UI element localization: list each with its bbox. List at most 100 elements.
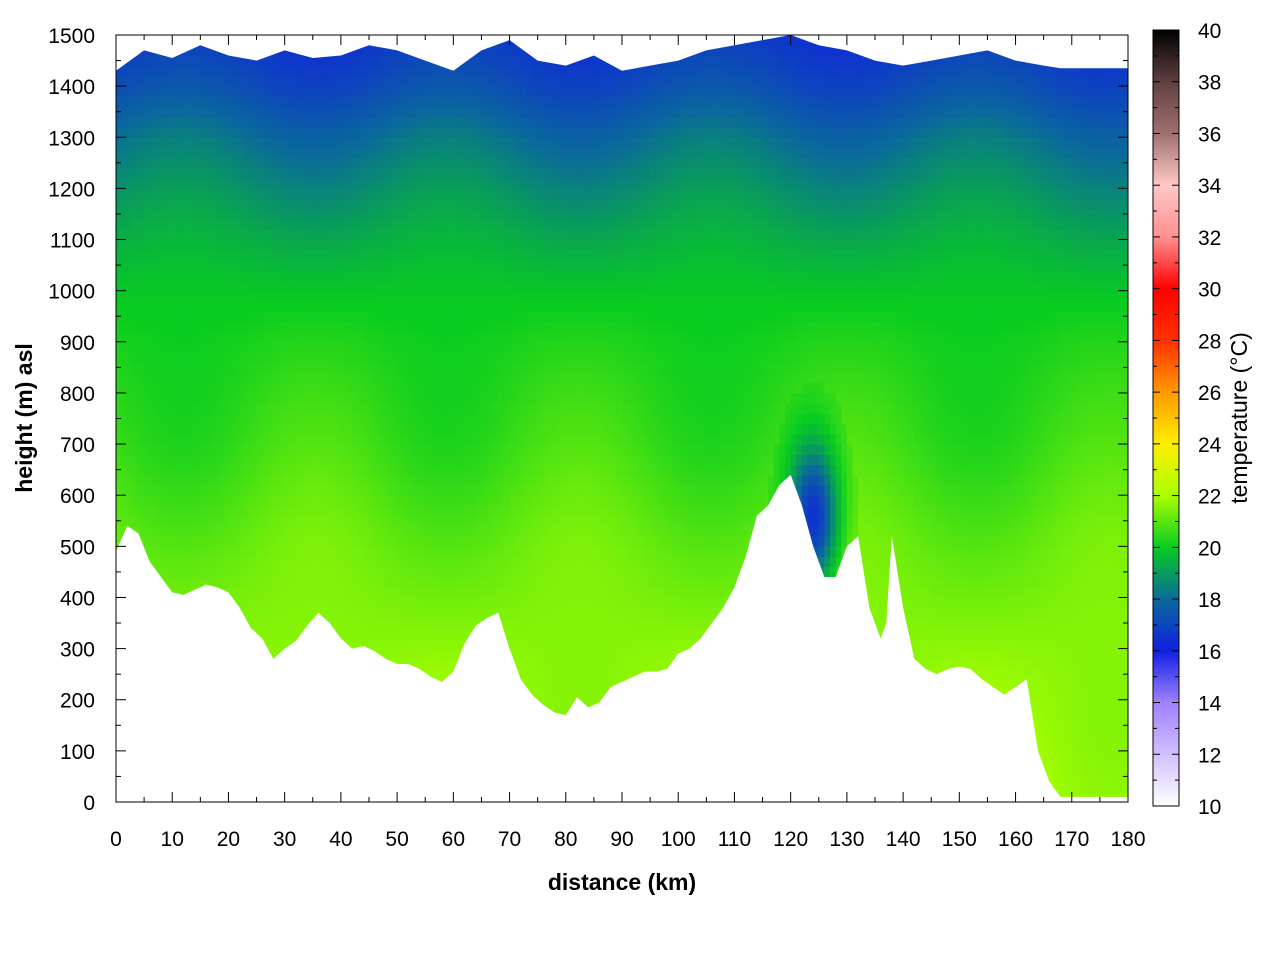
heatmap-cell	[312, 208, 319, 220]
heatmap-cell	[402, 65, 409, 77]
heatmap-cell	[183, 392, 190, 404]
heatmap-cell	[273, 515, 280, 527]
heatmap-cell	[318, 106, 325, 118]
heatmap-cell	[295, 229, 303, 241]
heatmap-cell	[205, 167, 213, 179]
heatmap-cell	[138, 454, 145, 466]
heatmap-cell	[324, 403, 331, 414]
heatmap-cell	[284, 188, 291, 200]
heatmap-cell	[335, 382, 342, 394]
heatmap-cell	[419, 55, 426, 67]
heatmap-cell	[481, 55, 488, 67]
heatmap-cell	[385, 484, 393, 496]
heatmap-cell	[481, 587, 488, 599]
heatmap-cell	[194, 433, 201, 445]
heatmap-cell	[335, 566, 342, 578]
heatmap-cell	[458, 617, 466, 629]
heatmap-cell	[369, 433, 376, 445]
heatmap-cell	[425, 86, 432, 97]
heatmap-cell	[228, 474, 235, 486]
heatmap-cell	[425, 515, 432, 527]
heatmap-cell	[470, 259, 477, 271]
heatmap-cell	[470, 607, 477, 619]
heatmap-cell	[172, 147, 179, 159]
heatmap-cell	[116, 147, 123, 159]
heatmap-cell	[408, 362, 415, 374]
heatmap-cell	[464, 464, 471, 476]
heatmap-cell	[301, 444, 308, 455]
heatmap-cell	[458, 167, 466, 179]
heatmap-cell	[369, 484, 376, 496]
heatmap-cell	[464, 423, 471, 435]
heatmap-cell	[245, 464, 252, 476]
heatmap-cell	[121, 515, 128, 527]
heatmap-cell	[217, 239, 224, 251]
heatmap-cell	[312, 372, 319, 384]
heatmap-cell	[245, 198, 252, 210]
heatmap-cell	[245, 505, 252, 517]
heatmap-cell	[329, 454, 336, 466]
heatmap-cell	[397, 147, 404, 159]
heatmap-cell	[391, 178, 398, 189]
heatmap-cell	[357, 546, 364, 558]
heatmap-cell	[442, 331, 449, 343]
heatmap-cell	[464, 352, 471, 363]
heatmap-cell	[318, 86, 325, 97]
heatmap-cell	[250, 96, 258, 108]
heatmap-cell	[155, 259, 162, 271]
heatmap-cell	[335, 607, 342, 619]
heatmap-cell	[116, 290, 123, 302]
heatmap-cell	[273, 403, 280, 414]
heatmap-cell	[442, 167, 449, 179]
heatmap-cell	[391, 638, 398, 650]
heatmap-cell	[262, 474, 269, 486]
heatmap-cell	[217, 116, 224, 128]
heatmap-cell	[200, 106, 207, 118]
heatmap-cell	[205, 188, 213, 200]
heatmap-cell	[340, 259, 348, 271]
heatmap-cell	[357, 208, 364, 220]
heatmap-cell	[301, 55, 308, 67]
heatmap-cell	[200, 280, 207, 292]
heatmap-cell	[324, 505, 331, 517]
heatmap-cell	[402, 525, 409, 537]
heatmap-cell	[222, 127, 230, 138]
heatmap-cell	[346, 566, 353, 578]
heatmap-cell	[239, 341, 246, 353]
heatmap-cell	[301, 454, 308, 466]
heatmap-cell	[239, 249, 246, 261]
heatmap-cell	[290, 157, 297, 169]
heatmap-cell	[402, 597, 409, 609]
heatmap-cell	[262, 617, 269, 629]
heatmap-cell	[369, 290, 376, 302]
heatmap-cell	[205, 270, 213, 282]
heatmap-cell	[397, 280, 404, 292]
heatmap-cell	[385, 137, 393, 149]
heatmap-cell	[470, 444, 477, 455]
heatmap-cell	[408, 433, 415, 445]
heatmap-cell	[458, 198, 466, 210]
heatmap-cell	[121, 382, 128, 394]
heatmap-cell	[481, 536, 488, 547]
heatmap-cell	[290, 75, 297, 87]
heatmap-cell	[160, 229, 168, 241]
heatmap-cell	[413, 75, 421, 87]
heatmap-cell	[312, 403, 319, 414]
heatmap-cell	[335, 484, 342, 496]
heatmap-cell	[307, 167, 314, 179]
heatmap-cell	[166, 577, 173, 588]
heatmap-cell	[324, 198, 331, 210]
heatmap-cell	[436, 300, 443, 312]
heatmap-cell	[397, 65, 404, 77]
heatmap-cell	[335, 86, 342, 97]
heatmap-cell	[245, 352, 252, 363]
heatmap-cell	[447, 321, 454, 333]
heatmap-cell	[470, 219, 477, 230]
heatmap-cell	[340, 352, 348, 363]
heatmap-cell	[177, 341, 185, 353]
heatmap-cell	[234, 116, 241, 128]
heatmap-cell	[413, 352, 421, 363]
heatmap-cell	[436, 372, 443, 384]
heatmap-cell	[222, 157, 230, 169]
heatmap-cell	[458, 423, 466, 435]
